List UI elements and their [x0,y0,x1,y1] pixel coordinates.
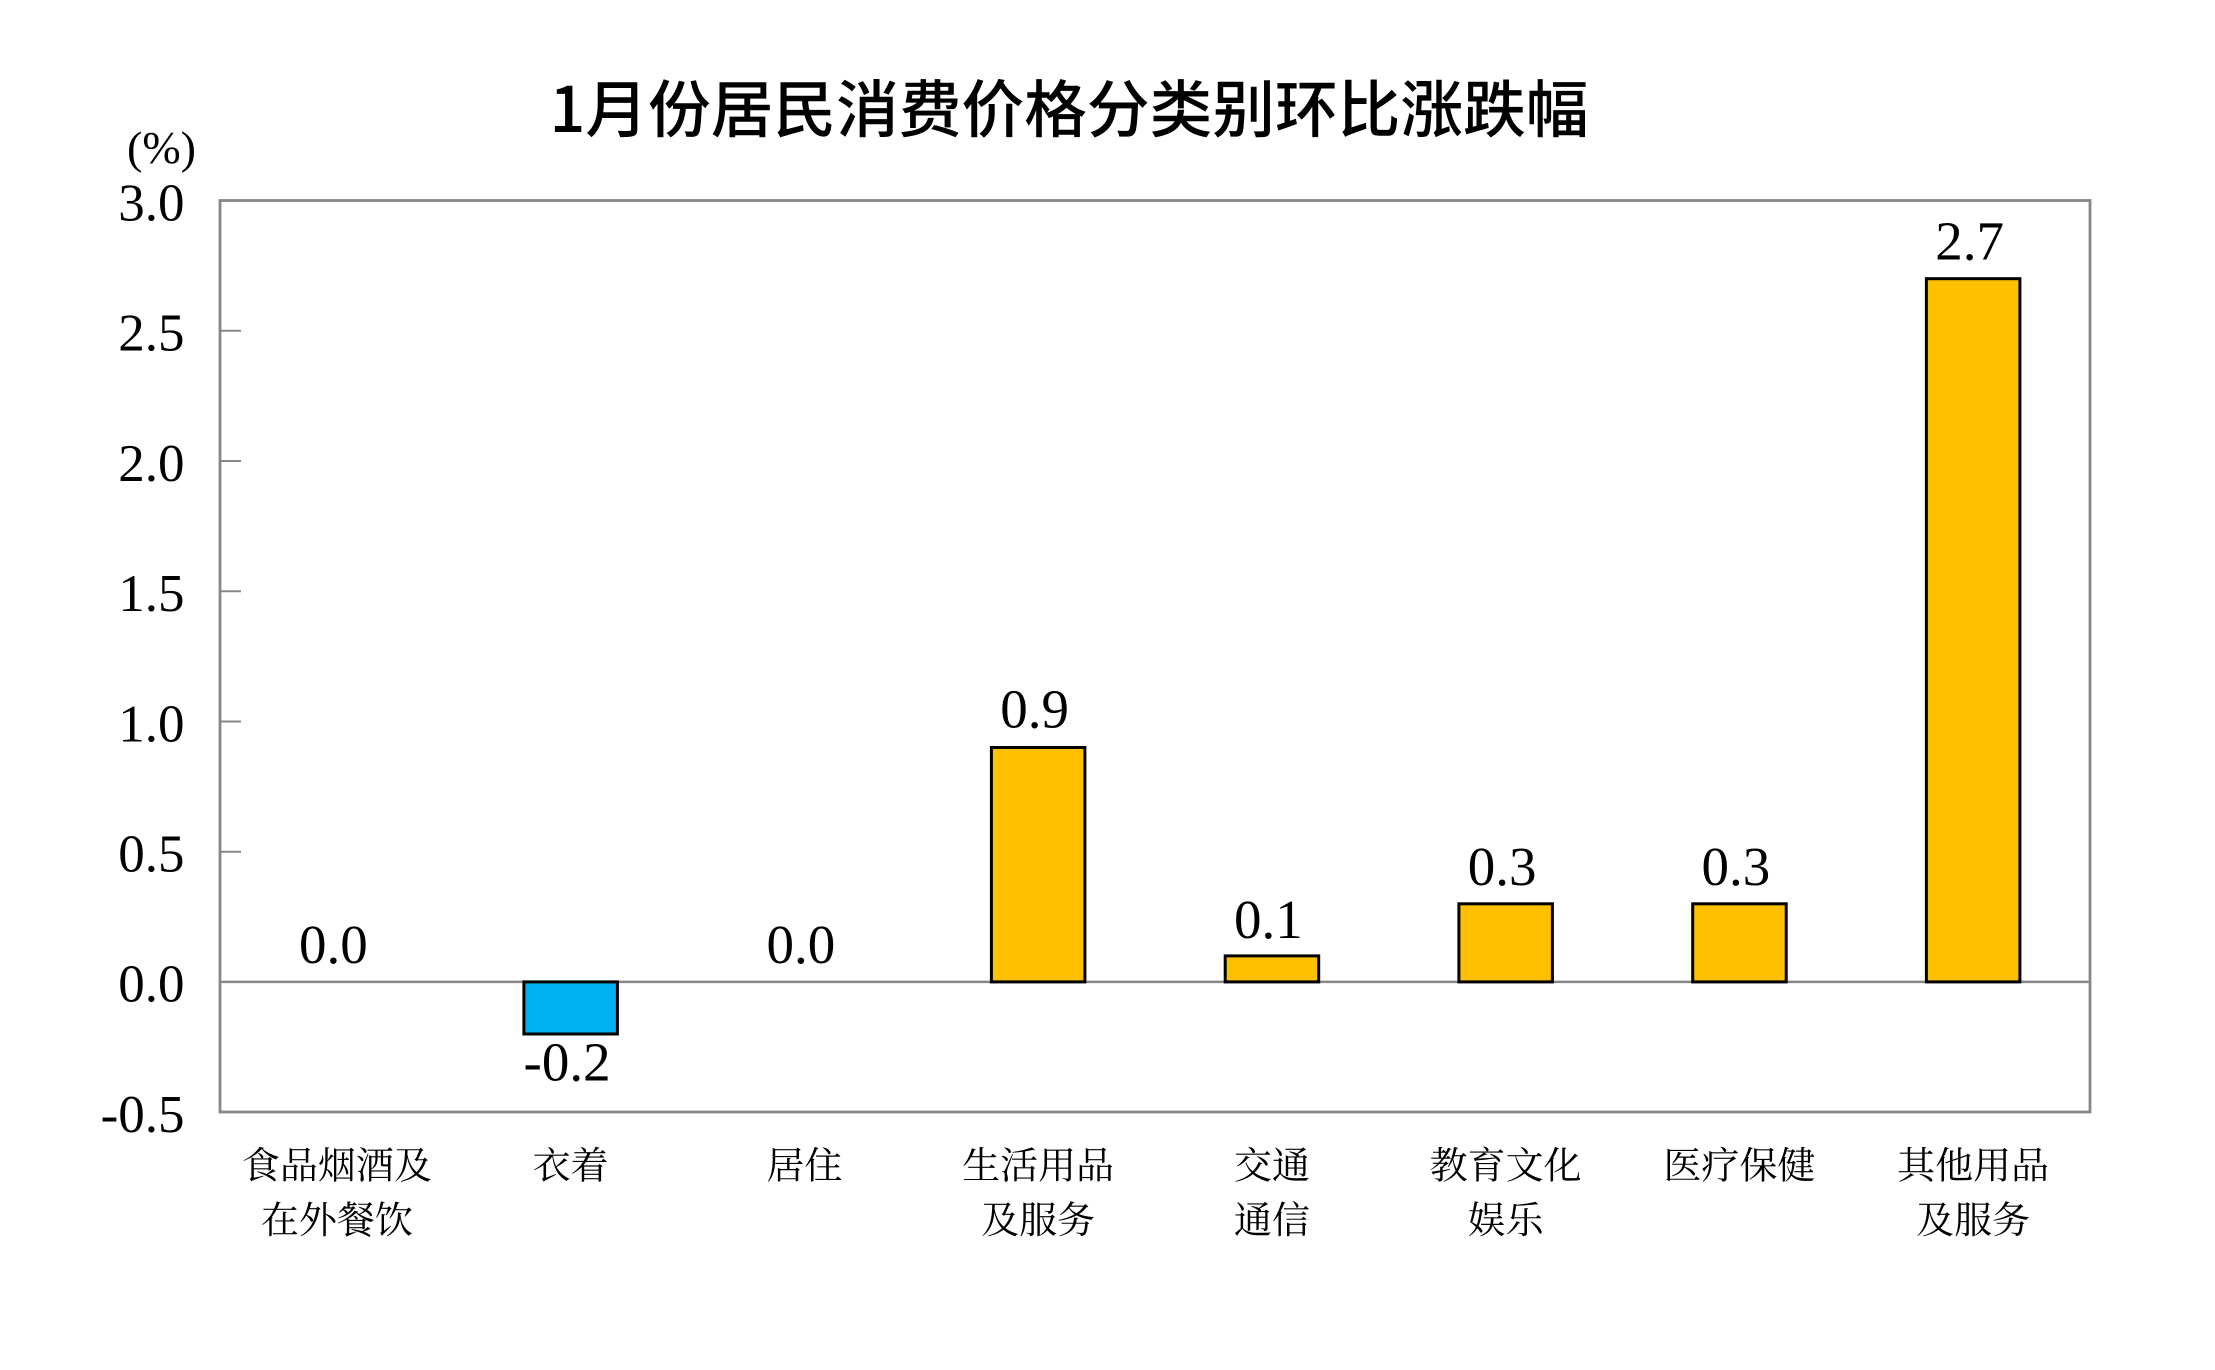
svg-text:0.3: 0.3 [1702,836,1771,897]
svg-text:-0.2: -0.2 [524,1032,611,1093]
svg-text:3.0: 3.0 [118,175,184,233]
svg-text:2.0: 2.0 [118,435,184,493]
svg-text:2.5: 2.5 [118,305,184,363]
svg-text:0.0: 0.0 [767,914,836,975]
svg-text:1.0: 1.0 [118,695,184,753]
svg-text:0.1: 0.1 [1234,889,1303,950]
svg-text:1.5: 1.5 [118,565,184,623]
svg-text:0.9: 0.9 [1000,679,1069,740]
svg-text:2.7: 2.7 [1935,211,2004,272]
svg-text:(%): (%) [127,122,196,173]
svg-text:-0.5: -0.5 [101,1086,185,1144]
svg-text:0.5: 0.5 [118,826,184,884]
svg-text:0.3: 0.3 [1468,836,1537,897]
svg-text:0.0: 0.0 [118,956,184,1014]
svg-text:0.0: 0.0 [299,914,368,975]
